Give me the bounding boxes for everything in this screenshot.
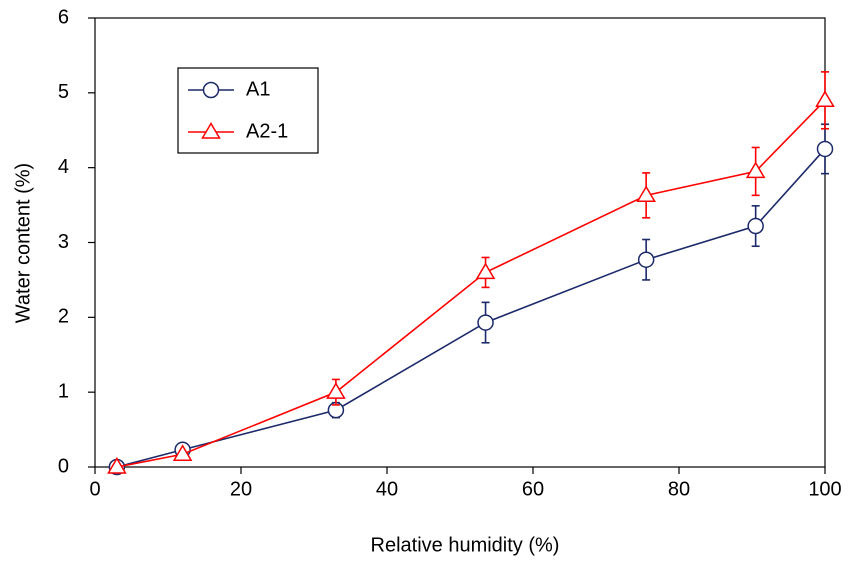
data-point	[816, 140, 834, 158]
data-point	[637, 251, 655, 268]
series-line	[116, 99, 826, 468]
data-point	[815, 90, 835, 108]
data-point	[475, 262, 496, 280]
legend-marker	[202, 81, 220, 99]
legend-label: A1	[246, 78, 270, 100]
y-tick-label: 2	[58, 306, 69, 328]
data-point	[477, 314, 494, 331]
x-tick-label: 40	[376, 478, 398, 500]
x-tick-label: 0	[89, 478, 100, 500]
x-tick-label: 20	[230, 478, 252, 500]
data-point	[326, 382, 346, 399]
legend-label: A2-1	[246, 120, 288, 142]
x-axis-label: Relative humidity (%)	[371, 534, 560, 556]
data-point	[107, 457, 127, 474]
legend-marker	[201, 122, 221, 139]
y-tick-label: 3	[58, 231, 69, 253]
data-point	[172, 444, 193, 461]
y-tick-label: 5	[58, 81, 69, 103]
x-tick-label: 80	[668, 478, 690, 500]
y-axis-label: Water content (%)	[12, 163, 34, 323]
x-tick-label: 100	[808, 478, 841, 500]
y-tick-label: 0	[58, 455, 69, 477]
y-tick-label: 4	[58, 156, 69, 178]
series-line	[116, 148, 826, 468]
y-tick-label: 6	[58, 6, 69, 28]
data-point	[747, 217, 764, 235]
legend-box	[177, 67, 319, 154]
data-point	[636, 185, 656, 203]
data-point	[745, 161, 766, 179]
y-tick-label: 1	[58, 380, 69, 402]
x-tick-label: 60	[522, 478, 544, 500]
